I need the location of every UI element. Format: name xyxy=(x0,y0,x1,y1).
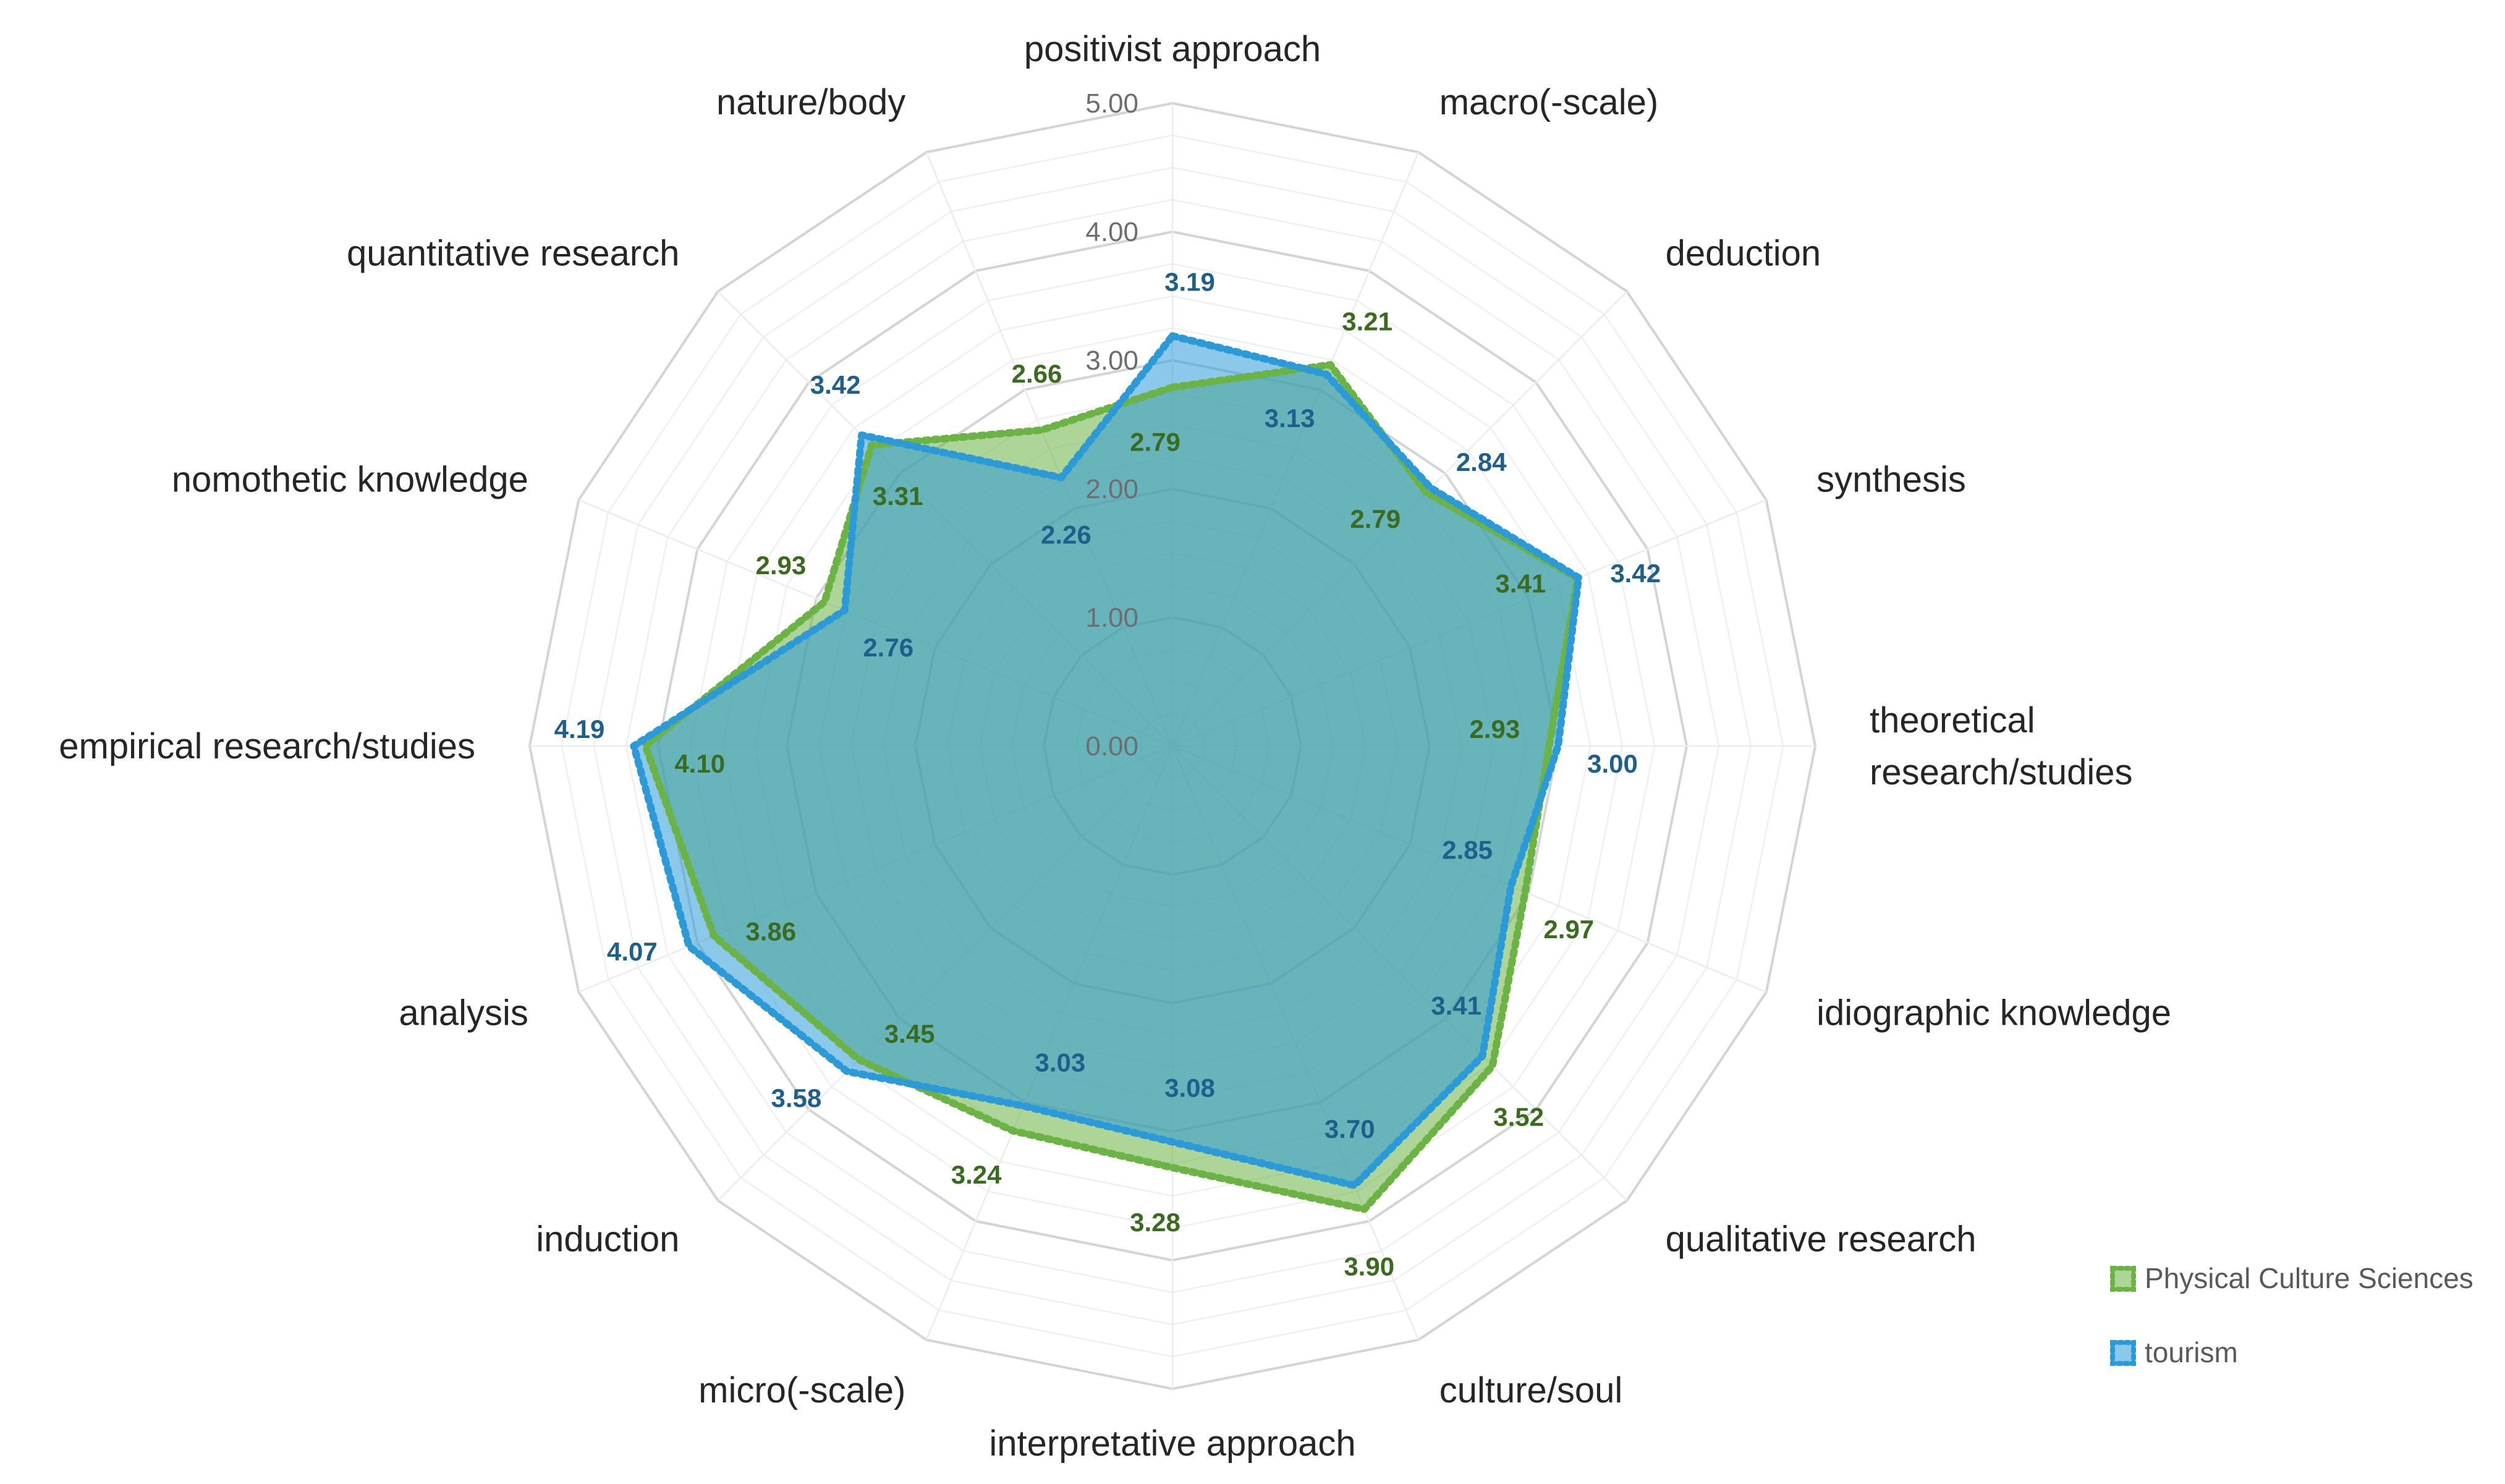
data-label-physical-culture-sciences: 3.86 xyxy=(745,917,796,946)
category-label-line: nomothetic knowledge xyxy=(172,459,528,499)
r-axis-tick-label: 4.00 xyxy=(1085,217,1138,247)
category-label: nomothetic knowledge xyxy=(172,459,528,499)
data-label-tourism: 4.07 xyxy=(607,937,658,966)
category-label: qualitative research xyxy=(1666,1219,1977,1260)
legend-label: tourism xyxy=(2145,1336,2238,1368)
category-labels: positivist approach macro(-scale) deductio… xyxy=(59,29,2171,1464)
legend-label: Physical Culture Sciences xyxy=(2145,1262,2473,1294)
category-label-line: positivist approach xyxy=(1024,29,1321,69)
category-label: positivist approach xyxy=(1024,29,1321,69)
category-label-line: macro(-scale) xyxy=(1439,82,1659,122)
category-label-line: theoretical xyxy=(1870,700,2035,740)
category-label: analysis xyxy=(399,993,528,1033)
data-label-tourism: 2.84 xyxy=(1456,447,1507,477)
data-label-tourism: 2.26 xyxy=(1041,520,1091,549)
data-labels: 2.79 3.19 3.21 3.13 2.79 2.84 3.41 3.42 2.93 3.00… xyxy=(554,268,1661,1281)
radar-series xyxy=(630,332,1583,1213)
category-label-line: quantitative research xyxy=(347,233,679,273)
data-label-tourism: 3.70 xyxy=(1325,1114,1375,1143)
radial-axis-ticks: 0.00 1.00 2.00 3.00 4.00 5.00 xyxy=(1085,88,1138,761)
r-axis-tick-label: 1.00 xyxy=(1085,603,1138,633)
data-label-tourism: 3.08 xyxy=(1164,1074,1215,1103)
data-label-tourism: 3.42 xyxy=(1610,559,1661,588)
category-label: synthesis xyxy=(1816,459,1966,499)
r-axis-tick-label: 0.00 xyxy=(1085,731,1138,761)
data-label-physical-culture-sciences: 3.28 xyxy=(1130,1208,1180,1237)
r-axis-tick-label: 2.00 xyxy=(1085,474,1138,504)
category-label-line: synthesis xyxy=(1816,459,1966,499)
category-label-line: analysis xyxy=(399,993,528,1033)
data-label-physical-culture-sciences: 4.10 xyxy=(674,749,725,778)
series-area-tourism xyxy=(634,336,1579,1185)
category-label: macro(-scale) xyxy=(1439,82,1659,122)
data-label-tourism: 3.41 xyxy=(1431,991,1481,1020)
category-label: induction xyxy=(536,1219,679,1260)
r-axis-tick-label: 5.00 xyxy=(1085,88,1138,119)
category-label: micro(-scale) xyxy=(698,1370,905,1410)
data-label-tourism: 3.42 xyxy=(810,370,861,399)
data-label-physical-culture-sciences: 3.24 xyxy=(951,1160,1002,1189)
category-label-line: qualitative research xyxy=(1666,1219,1977,1260)
data-label-physical-culture-sciences: 3.52 xyxy=(1493,1103,1544,1132)
category-label: deduction xyxy=(1666,233,1821,273)
category-label: nature/body xyxy=(716,82,905,122)
category-label: empirical research/studies xyxy=(59,726,475,766)
data-label-tourism: 4.19 xyxy=(554,714,605,744)
category-label: culture/soul xyxy=(1439,1370,1623,1410)
data-label-physical-culture-sciences: 2.97 xyxy=(1543,915,1594,944)
category-label-line: deduction xyxy=(1666,233,1821,273)
category-label: theoretical research/studies xyxy=(1870,700,2133,792)
category-label-line: micro(-scale) xyxy=(698,1370,905,1410)
data-label-tourism: 3.03 xyxy=(1035,1048,1086,1077)
legend-swatch xyxy=(2110,1266,2136,1292)
data-label-physical-culture-sciences: 3.41 xyxy=(1495,569,1546,598)
category-label-line: interpretative approach xyxy=(989,1423,1355,1464)
data-label-tourism: 3.19 xyxy=(1164,268,1215,297)
data-label-tourism: 3.58 xyxy=(771,1083,822,1113)
category-label-line: research/studies xyxy=(1870,752,2133,792)
data-label-tourism: 3.13 xyxy=(1265,404,1315,433)
data-label-physical-culture-sciences: 2.66 xyxy=(1012,359,1062,388)
data-label-physical-culture-sciences: 3.21 xyxy=(1342,307,1392,336)
legend-swatch xyxy=(2110,1340,2136,1366)
category-label: idiographic knowledge xyxy=(1816,993,2171,1033)
data-label-physical-culture-sciences: 2.93 xyxy=(756,551,807,580)
data-label-tourism: 3.00 xyxy=(1587,749,1638,778)
data-label-physical-culture-sciences: 3.45 xyxy=(884,1019,935,1048)
category-label: interpretative approach xyxy=(989,1423,1355,1464)
data-label-physical-culture-sciences: 2.79 xyxy=(1350,504,1401,533)
legend: Physical Culture Sciences tourism xyxy=(2110,1262,2473,1368)
category-label-line: nature/body xyxy=(716,82,905,122)
data-label-tourism: 2.85 xyxy=(1442,835,1493,864)
r-axis-tick-label: 3.00 xyxy=(1085,346,1138,376)
data-label-tourism: 2.76 xyxy=(863,633,913,662)
data-label-physical-culture-sciences: 3.31 xyxy=(873,481,923,511)
series-line-tourism xyxy=(630,332,1583,1189)
category-label-line: induction xyxy=(536,1219,679,1260)
category-label-line: idiographic knowledge xyxy=(1816,993,2171,1033)
category-label-line: empirical research/studies xyxy=(59,726,475,766)
data-label-physical-culture-sciences: 2.93 xyxy=(1470,714,1520,744)
category-label: quantitative research xyxy=(347,233,679,273)
data-label-physical-culture-sciences: 2.79 xyxy=(1130,428,1180,457)
category-label-line: culture/soul xyxy=(1439,1370,1623,1410)
data-label-physical-culture-sciences: 3.90 xyxy=(1344,1252,1394,1281)
